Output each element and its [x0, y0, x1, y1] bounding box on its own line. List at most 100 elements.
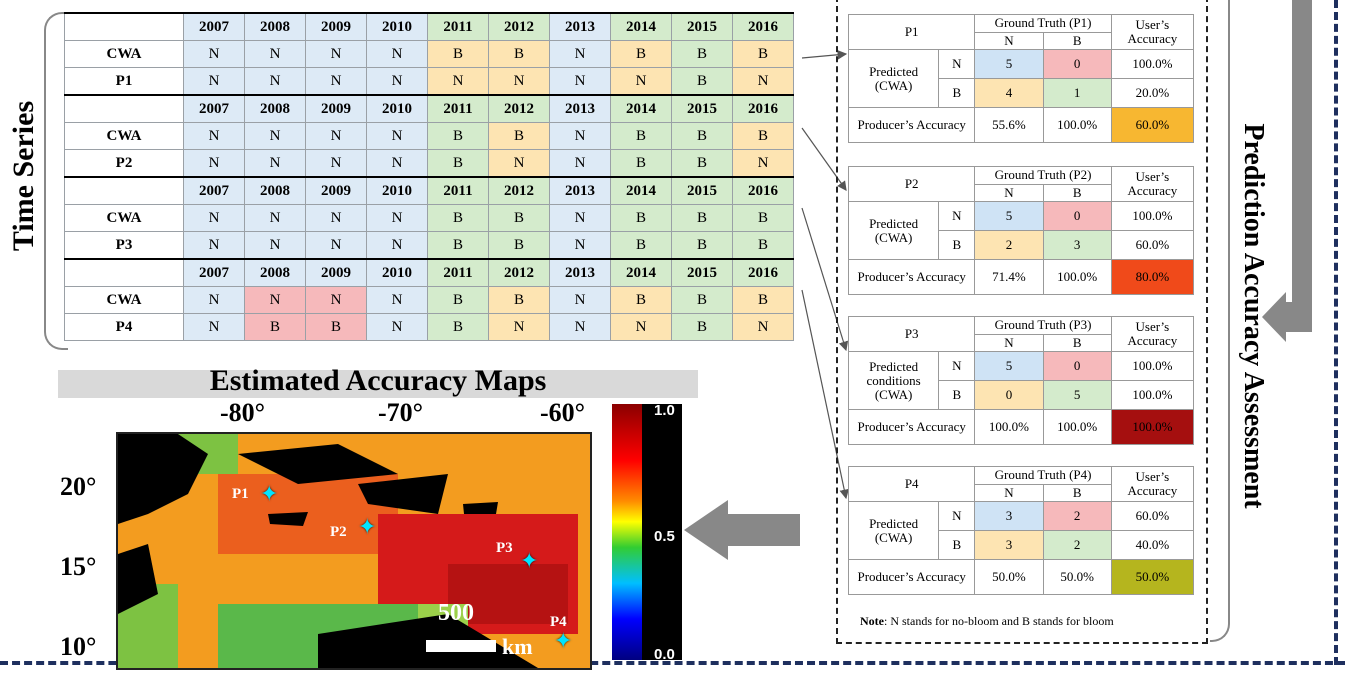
- row-label: CWA: [64, 40, 184, 68]
- time-series-bracket: [44, 12, 68, 350]
- ground-truth-label: Ground Truth (P1): [974, 14, 1112, 33]
- page-border-bottom: [0, 661, 1345, 665]
- status-cell: B: [427, 204, 489, 232]
- status-cell: B: [488, 204, 550, 232]
- year-header: 2007: [183, 12, 245, 41]
- time-series-row-pred: P1 N N N N N N N N B N: [64, 67, 794, 96]
- time-series-row-pred: P2 N N N N B N N B B N: [64, 149, 794, 178]
- cell-nn: 3: [974, 501, 1044, 531]
- year-header: 2012: [488, 12, 550, 41]
- year-header: 2012: [488, 258, 550, 287]
- producers-accuracy-label: Producer’s Accuracy: [847, 259, 976, 295]
- year-header: 2009: [305, 94, 367, 123]
- status-cell: B: [488, 40, 550, 68]
- row-n: N: [938, 201, 976, 231]
- year-header: 2010: [366, 176, 428, 205]
- status-cell: B: [671, 231, 733, 260]
- status-cell: N: [549, 313, 611, 341]
- status-cell: B: [610, 204, 672, 232]
- cell-nb: 0: [1042, 351, 1112, 381]
- time-series-header-row: 2007 2008 2009 2010 2011 2012 2013 2014 2015 2016: [64, 12, 794, 41]
- map-graphic: [118, 434, 590, 668]
- header-blank: [64, 176, 184, 205]
- cell-bn: 2: [974, 230, 1044, 260]
- year-header: 2014: [610, 258, 672, 287]
- status-cell: B: [427, 313, 489, 341]
- row-label: CWA: [64, 286, 184, 314]
- producers-accuracy-n: 100.0%: [974, 409, 1044, 445]
- year-header: 2013: [549, 176, 611, 205]
- cell-bb: 2: [1042, 530, 1112, 560]
- year-header: 2008: [244, 12, 306, 41]
- users-accuracy-header: User’s Accuracy: [1110, 466, 1195, 502]
- cell-nn: 5: [974, 49, 1044, 79]
- flow-arrow-down-left: [1262, 0, 1312, 342]
- year-header: 2014: [610, 12, 672, 41]
- year-header: 2011: [427, 176, 489, 205]
- ground-truth-label: Ground Truth (P4): [974, 466, 1112, 485]
- time-series-header-row: 2007 2008 2009 2010 2011 2012 2013 2014 2015 2016: [64, 258, 794, 287]
- status-cell: N: [549, 40, 611, 68]
- overall-accuracy: 80.0%: [1110, 259, 1195, 295]
- cell-nb: 0: [1042, 201, 1112, 231]
- status-cell: N: [183, 286, 245, 314]
- row-label: CWA: [64, 204, 184, 232]
- time-series-row-cwa: CWA N N N N B B N B B B: [64, 286, 794, 314]
- status-cell: B: [732, 40, 794, 68]
- year-header: 2007: [183, 94, 245, 123]
- point-p2-star-icon: ✦: [358, 514, 377, 539]
- status-cell: B: [732, 204, 794, 232]
- status-cell: N: [183, 204, 245, 232]
- status-cell: N: [488, 313, 550, 341]
- year-header: 2016: [732, 12, 794, 41]
- year-header: 2016: [732, 258, 794, 287]
- ground-truth-label: Ground Truth (P3): [974, 316, 1112, 335]
- status-cell: N: [244, 67, 306, 96]
- status-cell: B: [732, 122, 794, 150]
- col-n: N: [974, 333, 1044, 352]
- producers-accuracy-label: Producer’s Accuracy: [847, 107, 976, 143]
- status-cell: B: [671, 67, 733, 96]
- status-cell: B: [610, 286, 672, 314]
- cell-nn: 5: [974, 201, 1044, 231]
- status-cell: N: [366, 67, 428, 96]
- map-title: Estimated Accuracy Maps: [209, 364, 547, 397]
- status-cell: B: [488, 231, 550, 260]
- producers-accuracy-b: 100.0%: [1042, 259, 1112, 295]
- row-label: P3: [64, 231, 184, 260]
- header-blank: [64, 94, 184, 123]
- users-accuracy-header: User’s Accuracy: [1110, 166, 1195, 202]
- point-p1-star-icon: ✦: [260, 481, 279, 506]
- point-p3-star-icon: ✦: [520, 548, 539, 573]
- status-cell: B: [427, 231, 489, 260]
- year-header: 2007: [183, 176, 245, 205]
- year-header: 2012: [488, 176, 550, 205]
- status-cell: N: [366, 122, 428, 150]
- arrow-p1: [801, 49, 848, 60]
- status-cell: N: [244, 40, 306, 68]
- status-cell: N: [183, 122, 245, 150]
- lon-tick-60: -60°: [540, 398, 586, 427]
- predicted-label: Predicted (CWA): [847, 201, 940, 260]
- status-cell: N: [183, 231, 245, 260]
- matrix-id: P1: [847, 14, 976, 50]
- year-header: 2015: [671, 258, 733, 287]
- status-cell: N: [732, 149, 794, 178]
- point-p3-label: P3: [496, 540, 513, 556]
- row-n: N: [938, 501, 976, 531]
- year-header: 2009: [305, 258, 367, 287]
- lat-tick-20: 20°: [60, 472, 97, 501]
- cell-bn: 0: [974, 380, 1044, 410]
- year-header: 2012: [488, 94, 550, 123]
- producers-accuracy-n: 71.4%: [974, 259, 1044, 295]
- status-cell: N: [366, 40, 428, 68]
- row-label: CWA: [64, 122, 184, 150]
- lat-tick-15: 15°: [60, 552, 97, 581]
- overall-accuracy: 100.0%: [1110, 409, 1195, 445]
- confusion-matrix-p3: P3 Ground Truth (P3) User’s Accuracy N B Pred…: [847, 316, 1195, 445]
- time-series-title: Time Series: [7, 100, 40, 252]
- status-cell: N: [732, 313, 794, 341]
- year-header: 2009: [305, 12, 367, 41]
- year-header: 2014: [610, 94, 672, 123]
- producers-accuracy-b: 50.0%: [1042, 559, 1112, 595]
